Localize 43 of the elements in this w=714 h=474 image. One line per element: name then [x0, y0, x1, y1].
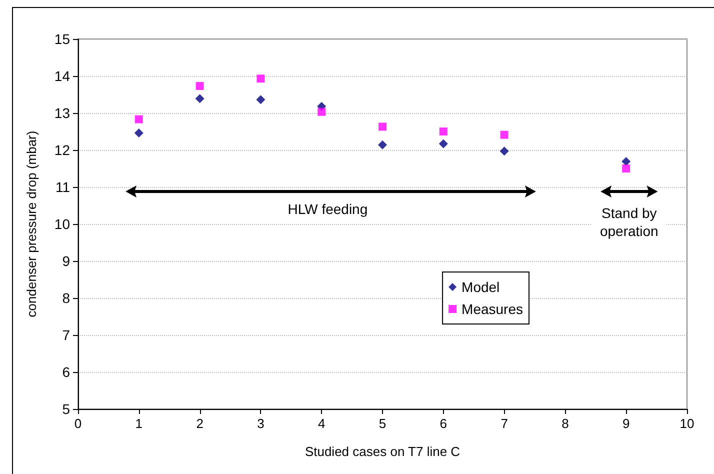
- y-tick-label: 12: [54, 142, 70, 158]
- point: [256, 74, 265, 83]
- y-tick-label: 5: [62, 401, 70, 417]
- y-tick-label: 13: [54, 105, 70, 121]
- x-tick-label: 2: [196, 416, 204, 431]
- x-tick-label: 10: [680, 416, 694, 431]
- x-tick-label: 0: [74, 416, 82, 431]
- point: [622, 164, 630, 172]
- point: [195, 94, 204, 104]
- x-tick-label: 1: [135, 416, 143, 431]
- point: [378, 140, 387, 150]
- x-tick-label: 9: [622, 416, 630, 431]
- annotation: Stand by operation: [600, 205, 658, 240]
- y-axis-title: condenser pressure drop (mbar): [24, 130, 39, 318]
- x-tick-label: 3: [257, 416, 264, 431]
- y-tick-label: 7: [62, 327, 70, 343]
- legend-label: Measures: [462, 301, 523, 317]
- point: [196, 82, 204, 90]
- x-tick-label: 5: [378, 416, 386, 431]
- point: [500, 146, 509, 156]
- y-tick-label: 8: [62, 290, 70, 306]
- y-tick-label: 15: [54, 31, 70, 47]
- y-tick-label: 6: [62, 364, 70, 380]
- point: [438, 139, 448, 148]
- x-tick-label: 7: [500, 416, 508, 431]
- point: [256, 95, 266, 104]
- y-tick-label: 11: [55, 179, 70, 195]
- point: [318, 108, 326, 116]
- legend-label: Model: [462, 279, 500, 295]
- point: [500, 130, 508, 139]
- point: [439, 128, 448, 136]
- x-tick-label: 8: [562, 416, 569, 431]
- point: [134, 115, 143, 124]
- y-tick-label: 10: [54, 216, 70, 232]
- annotation: HLW feeding: [288, 201, 368, 218]
- x-tick-label: 4: [318, 416, 326, 431]
- point: [378, 122, 386, 131]
- y-tick-label: 14: [54, 68, 70, 84]
- x-axis-title: Studied cases on T7 line C: [304, 444, 460, 459]
- point: [134, 128, 144, 138]
- y-tick-label: 9: [62, 253, 70, 269]
- x-tick-label: 6: [440, 416, 448, 431]
- point: [622, 156, 631, 166]
